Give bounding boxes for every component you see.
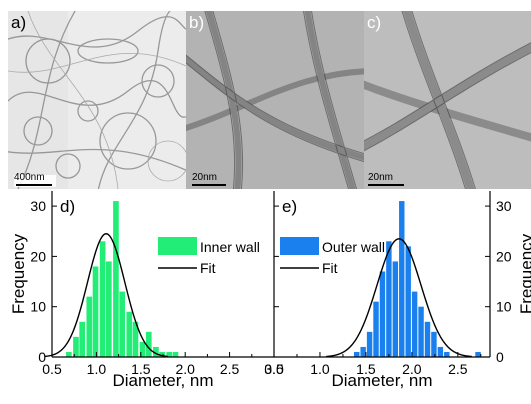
x-tick-label-e-1: 1.0 [310,361,330,377]
tem-image-b [186,11,364,189]
x-tick-label-d-0: 0.5 [42,361,62,377]
histogram-bar-e-0 [354,351,360,357]
tem-label-b: b) [189,13,205,32]
y-axis-title-d: Frequency [9,233,28,314]
x-axis-title-e: Diameter, nm [331,371,432,390]
y-tick-label-e-2: 20 [496,248,512,264]
x-tick-label-d-5: 3.0 [264,361,284,377]
histogram-bar-d-7 [113,201,119,357]
histogram-bar-d-15 [166,351,173,357]
x-tick-label-e-3: 2.0 [402,361,422,377]
histogram-bar-e-8 [405,246,411,357]
histogram-bar-d-3 [86,296,93,357]
tem-panel-b: b) 20nm [186,11,364,189]
fit-curve-d [44,233,168,358]
histogram-bar-e-6 [392,261,399,357]
x-axis-title-d: Diameter, nm [112,371,213,390]
histogram-bar-d-10 [132,321,139,357]
histogram-bar-e-3 [373,301,379,357]
x-tick-label-e-4: 2.5 [448,361,468,377]
x-tick-label-e-2: 1.5 [356,361,376,377]
y-tick-label-e-0: 0 [496,349,504,365]
histogram-bar-d-2 [79,321,86,357]
histogram-bar-e-9 [411,291,418,357]
x-tick-label-e-0: 0.5 [264,361,284,377]
fit-curve-e [326,238,472,358]
histogram-bar-d-16 [172,351,179,357]
histogram-bar-d-11 [139,341,146,357]
y-tick-label-e-1: 10 [496,299,512,315]
y-tick-label-d-1: 10 [30,299,46,315]
histogram-bar-e-13 [437,346,444,357]
histogram-bar-e-7 [399,201,405,357]
tem-image-a [8,11,186,189]
x-tick-label-d-4: 2.5 [220,361,240,377]
scale-bar-label-b: 20nm [192,172,218,183]
histogram-bar-e-5 [386,241,392,357]
histogram-bar-d-9 [126,311,133,357]
legend-label-series-e: Outer wall [322,239,385,255]
histogram-bar-d-6 [106,261,112,357]
histogram-bar-e-11 [424,321,431,357]
histogram-bar-e-1 [360,346,366,357]
histogram-bar-d-13 [153,346,159,357]
y-tick-label-d-2: 20 [30,248,46,264]
histogram-bar-d-8 [119,291,125,357]
scale-bar-label-a: 400nm [14,172,45,183]
tem-image-c [364,11,531,189]
histogram-bar-d-0 [66,351,72,357]
panel-label-e: e) [282,197,297,216]
histogram-bar-d-1 [73,336,79,357]
histogram-bar-e-4 [379,271,386,357]
histogram-bar-d-14 [159,351,165,357]
histogram-bar-e-10 [418,306,424,357]
y-tick-label-e-3: 30 [496,198,512,214]
histogram-bar-d-4 [92,266,99,357]
y-tick-label-d-0: 0 [38,349,46,365]
tem-panel-a: a) 400nm [8,11,186,189]
y-axis-title-e: Frequency [517,233,531,314]
histogram-bar-e-15 [475,351,481,357]
histogram-bar-d-5 [99,241,106,357]
legend-swatch-e [280,237,319,255]
tem-panel-c: c) 20nm [364,11,531,189]
tem-label-a: a) [11,13,27,32]
x-tick-label-d-2: 1.5 [131,361,151,377]
x-tick-label-d-1: 1.0 [87,361,107,377]
panel-label-d: d) [60,197,75,216]
histogram-bar-e-12 [431,331,437,357]
legend-label-fit-d: Fit [200,260,216,276]
legend-label-fit-e: Fit [322,260,338,276]
legend-swatch-d [158,237,197,255]
histogram-bar-d-12 [145,331,152,357]
legend-label-series-d: Inner wall [200,239,260,255]
y-tick-label-d-3: 30 [30,198,46,214]
x-tick-label-d-3: 2.0 [175,361,195,377]
tem-label-c: c) [367,13,382,32]
histogram-bar-e-2 [366,331,373,357]
scale-bar-label-c: 20nm [368,172,394,183]
histogram-bar-e-14 [444,351,450,357]
